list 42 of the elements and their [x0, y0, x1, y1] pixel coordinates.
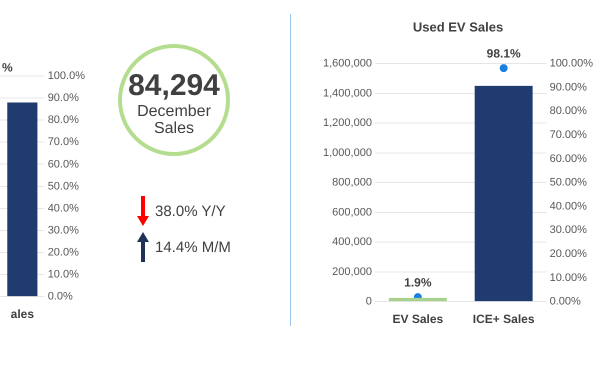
- y-tick-label: 200,000: [332, 266, 372, 278]
- y-tick-label: 0: [366, 296, 372, 308]
- y2-tick-label: 20.00%: [550, 248, 588, 260]
- y2-tick-label: 70.0%: [48, 136, 80, 148]
- y-tick-label: 1,200,000: [323, 117, 372, 130]
- text: 38.0% Y/Y: [155, 202, 226, 220]
- y-tick-label: 1,600,000: [323, 58, 372, 70]
- y2-tick-label: 40.0%: [48, 202, 80, 214]
- y-tick-label: 400,000: [332, 236, 372, 248]
- y2-tick-label: 30.00%: [550, 224, 588, 236]
- y2-tick-label: 90.00%: [550, 81, 588, 94]
- y2-tick-label: 60.00%: [550, 152, 588, 165]
- data-label: 1.9%: [404, 275, 432, 290]
- x-tick-label: EV Sales: [392, 312, 444, 326]
- y2-tick-label: 100.00%: [550, 58, 594, 70]
- text: 84,294: [127, 69, 221, 102]
- y2-tick-label: 50.0%: [48, 180, 80, 192]
- y2-tick-label: 30.0%: [48, 224, 80, 236]
- chart-title: Used EV Sales: [412, 19, 504, 34]
- y2-tick-label: 0.00%: [550, 296, 581, 308]
- y2-tick-label: 10.0%: [48, 268, 80, 281]
- y-tick-label: 1,400,000: [323, 87, 372, 100]
- x-tick-label: ales: [10, 307, 34, 322]
- y2-tick-label: 40.00%: [550, 200, 588, 212]
- y2-tick-label: 10.00%: [550, 272, 588, 284]
- x-tick-label: ICE+ Sales: [472, 312, 535, 326]
- y2-tick-label: 90.0%: [48, 92, 80, 104]
- y2-tick-label: 0.0%: [48, 290, 73, 303]
- text: 14.4% M/M: [155, 238, 231, 256]
- y-tick-label: 600,000: [332, 206, 372, 218]
- y2-tick-label: 80.00%: [550, 105, 588, 118]
- text: December Sales: [136, 103, 212, 137]
- y2-tick-label: 100.0%: [48, 70, 86, 82]
- y2-tick-label: 70.00%: [550, 129, 588, 142]
- y2-tick-label: 80.0%: [48, 114, 80, 126]
- text: %: [2, 60, 13, 74]
- y2-tick-label: 60.0%: [48, 158, 80, 170]
- data-label: 98.1%: [486, 46, 522, 60]
- y-tick-label: 800,000: [332, 176, 372, 189]
- y2-tick-label: 20.0%: [48, 246, 80, 259]
- y-tick-label: 1,000,000: [323, 146, 372, 159]
- y2-tick-label: 50.00%: [550, 176, 588, 189]
